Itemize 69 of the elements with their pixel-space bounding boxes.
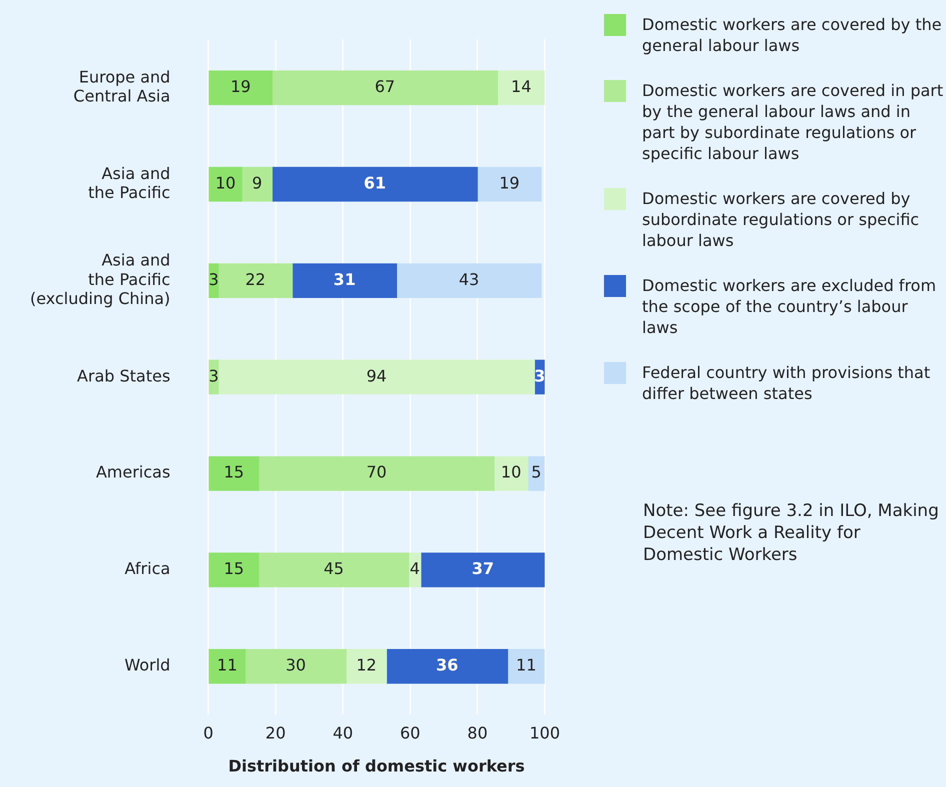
- data-label: 11: [217, 656, 238, 675]
- data-label: 70: [366, 462, 387, 482]
- bar: [208, 456, 260, 491]
- data-label: 4: [410, 559, 420, 578]
- y-tick-label: Asia and the Pacific (excluding China): [30, 250, 170, 308]
- bar: [386, 649, 508, 684]
- bar: [477, 166, 542, 202]
- bar: [272, 70, 498, 106]
- bar: [218, 263, 293, 298]
- bar: [208, 166, 242, 202]
- bar: [507, 649, 545, 684]
- bar: [494, 456, 528, 491]
- data-label: 43: [458, 270, 480, 289]
- bar: [218, 360, 535, 394]
- data-label: 12: [356, 656, 377, 675]
- data-label: 3: [534, 366, 546, 386]
- data-label: 45: [324, 559, 344, 578]
- legend-label: Domestic workers are covered in part by the general labour laws and in part by subordinate regulations or specific labour laws: [642, 80, 944, 164]
- data-label: 67: [374, 76, 396, 96]
- bar: [208, 649, 246, 684]
- bar: [258, 552, 410, 588]
- y-tick-label: Asia and the Pacific: [88, 164, 170, 202]
- bar: [497, 70, 545, 106]
- legend-label: Domestic workers are covered by subordinate regulations or specific labour laws: [642, 188, 920, 251]
- data-label: 19: [230, 76, 251, 96]
- text: Note: See figure 3.2 in ILO, Making Decent Work a Reality for Domestic Workers: [643, 500, 940, 566]
- y-tick-label: Americas: [96, 462, 170, 482]
- data-label: 9: [252, 173, 262, 192]
- x-tick-label: 0: [203, 723, 214, 742]
- x-tick-label: 60: [400, 723, 420, 742]
- data-label: 10: [500, 462, 522, 482]
- legend-label: Domestic workers are excluded from the scope of the country’s labour laws: [642, 275, 938, 338]
- data-label: 3: [208, 366, 219, 386]
- data-label: 19: [499, 173, 520, 192]
- bar: [272, 166, 478, 202]
- data-label: 5: [531, 462, 542, 482]
- data-label: 30: [286, 656, 306, 675]
- bar: [292, 263, 398, 298]
- legend-label: Domestic workers are covered by the general labour laws: [642, 14, 943, 56]
- data-label: 22: [245, 270, 266, 289]
- bar: [346, 649, 387, 684]
- data-label: 15: [224, 559, 244, 578]
- y-tick-label: Europe and Central Asia: [73, 67, 170, 106]
- bar: [242, 166, 273, 202]
- data-label: 94: [366, 366, 387, 386]
- bar: [208, 552, 260, 588]
- legend-label: Federal country with provisions that differ between states: [642, 362, 932, 404]
- x-tick-label: 40: [332, 723, 354, 742]
- data-label: 14: [511, 76, 532, 96]
- x-tick-label: 100: [529, 723, 560, 742]
- bar: [244, 649, 347, 684]
- data-label: 3: [208, 270, 219, 289]
- data-label: 10: [215, 173, 236, 192]
- x-tick-label: 80: [467, 723, 488, 742]
- y-tick-label: World: [124, 656, 170, 675]
- bar: [396, 263, 542, 298]
- x-axis-title: Distribution of domestic workers: [228, 756, 525, 776]
- data-label: 31: [333, 270, 356, 289]
- y-tick-label: Africa: [124, 559, 170, 578]
- data-label: 61: [364, 173, 386, 192]
- data-label: 11: [516, 656, 536, 675]
- data-label: 36: [436, 656, 458, 675]
- bar: [258, 456, 495, 491]
- bar: [208, 70, 273, 106]
- y-tick-label: Arab States: [77, 366, 170, 386]
- data-label: 37: [472, 559, 494, 578]
- data-label: 15: [224, 462, 244, 482]
- bar: [420, 552, 545, 588]
- x-tick-label: 20: [265, 723, 286, 742]
